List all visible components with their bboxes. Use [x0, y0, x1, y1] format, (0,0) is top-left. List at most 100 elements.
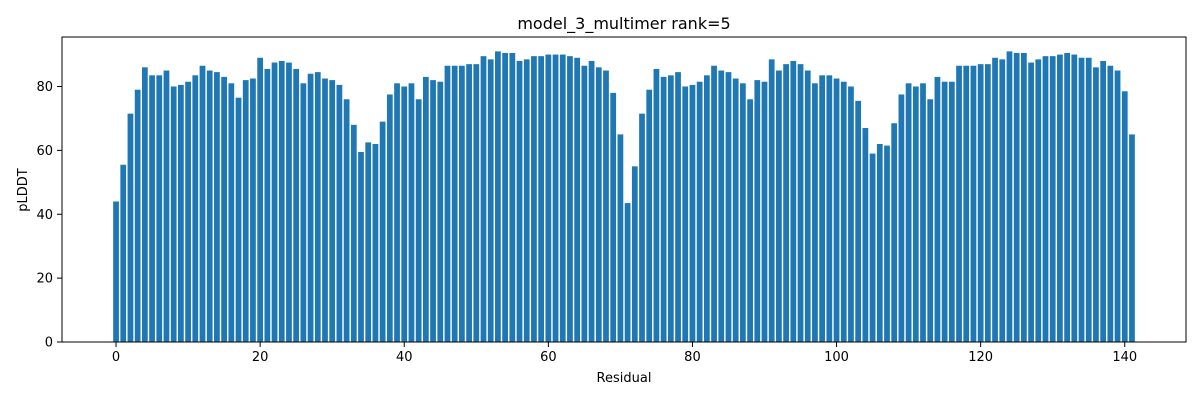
bar-119 — [970, 65, 977, 343]
bar-64 — [574, 57, 581, 342]
bar-54 — [502, 52, 508, 342]
bar-62 — [559, 54, 566, 342]
bar-106 — [876, 143, 883, 342]
bar-49 — [466, 64, 472, 343]
bar-53 — [495, 51, 501, 343]
y-tick-label: 0 — [45, 336, 53, 351]
y-axis-ticks: 0 20 40 60 80 — [36, 80, 62, 351]
bar-24 — [286, 62, 292, 343]
bar-42 — [415, 99, 422, 342]
y-tick-label: 80 — [36, 80, 53, 95]
bar-94 — [790, 60, 797, 342]
bar-121 — [984, 64, 991, 343]
bar-4 — [141, 67, 148, 342]
bar-56 — [516, 60, 523, 342]
bars-group — [113, 51, 1135, 343]
bar-28 — [314, 72, 321, 342]
bar-97 — [812, 83, 818, 342]
bar-84 — [718, 70, 725, 342]
bar-10 — [185, 81, 191, 343]
bar-38 — [386, 94, 393, 343]
bar-8 — [170, 86, 177, 342]
bar-26 — [300, 83, 307, 342]
bar-93 — [783, 64, 789, 343]
bar-65 — [581, 65, 588, 343]
bar-116 — [948, 81, 955, 343]
x-axis-label: Residual — [597, 371, 652, 386]
bar-5 — [149, 75, 155, 342]
bar-118 — [963, 65, 970, 343]
bar-139 — [1114, 70, 1121, 342]
x-axis-ticks: 0 20 40 60 80 100 120 140 — [112, 342, 1137, 365]
bar-105 — [869, 153, 876, 342]
bar-68 — [603, 70, 609, 342]
bar-126 — [1021, 52, 1027, 342]
bar-114 — [934, 76, 941, 343]
bar-107 — [884, 145, 890, 342]
bar-2 — [127, 113, 134, 343]
bar-124 — [1006, 51, 1013, 343]
plot-frame — [61, 36, 1187, 343]
bar-122 — [992, 57, 998, 342]
bar-35 — [365, 142, 372, 342]
x-tick-label: 140 — [1112, 350, 1137, 365]
bar-110 — [905, 83, 912, 342]
bar-58 — [531, 56, 537, 342]
bar-23 — [278, 60, 285, 342]
bar-77 — [667, 75, 674, 342]
bar-92 — [776, 70, 782, 342]
bar-51 — [480, 56, 487, 342]
bar-1 — [120, 164, 127, 342]
bar-66 — [588, 60, 595, 342]
bar-88 — [747, 99, 753, 342]
bar-19 — [250, 78, 256, 343]
bar-111 — [912, 86, 919, 342]
bar-78 — [675, 72, 681, 342]
bar-31 — [336, 84, 343, 342]
bar-113 — [927, 99, 934, 342]
bar-12 — [199, 65, 206, 343]
bar-132 — [1064, 52, 1070, 342]
bar-73 — [639, 113, 645, 343]
bar-102 — [848, 86, 854, 342]
bar-44 — [430, 80, 436, 343]
bar-6 — [156, 75, 163, 342]
x-tick-label: 120 — [968, 350, 993, 365]
bar-59 — [538, 56, 545, 342]
bar-16 — [228, 83, 235, 342]
bar-108 — [891, 123, 898, 342]
bar-45 — [437, 81, 444, 343]
bar-134 — [1078, 57, 1085, 342]
bar-74 — [646, 89, 653, 342]
bar-128 — [1035, 59, 1042, 343]
bar-14 — [214, 72, 220, 342]
y-tick-label: 40 — [36, 208, 53, 223]
bar-17 — [235, 97, 242, 343]
bar-46 — [444, 65, 451, 343]
bar-71 — [624, 203, 631, 342]
bar-37 — [379, 121, 386, 342]
bar-123 — [999, 59, 1006, 343]
x-tick-label: 60 — [540, 350, 557, 365]
bar-20 — [257, 57, 264, 342]
bar-138 — [1107, 65, 1114, 343]
bar-22 — [271, 62, 278, 343]
bar-85 — [725, 72, 732, 342]
bar-115 — [941, 81, 948, 343]
bar-7 — [163, 70, 170, 342]
bar-39 — [394, 83, 400, 342]
bar-15 — [221, 76, 227, 343]
bar-82 — [703, 75, 710, 342]
bar-32 — [343, 99, 350, 342]
bar-70 — [617, 134, 624, 342]
bar-135 — [1085, 57, 1092, 342]
bar-117 — [956, 65, 962, 343]
bar-27 — [307, 73, 314, 342]
bar-80 — [689, 84, 696, 342]
bar-52 — [487, 59, 494, 343]
bar-40 — [401, 86, 408, 342]
bar-104 — [862, 128, 869, 342]
bar-120 — [977, 64, 984, 343]
bar-29 — [322, 78, 328, 343]
